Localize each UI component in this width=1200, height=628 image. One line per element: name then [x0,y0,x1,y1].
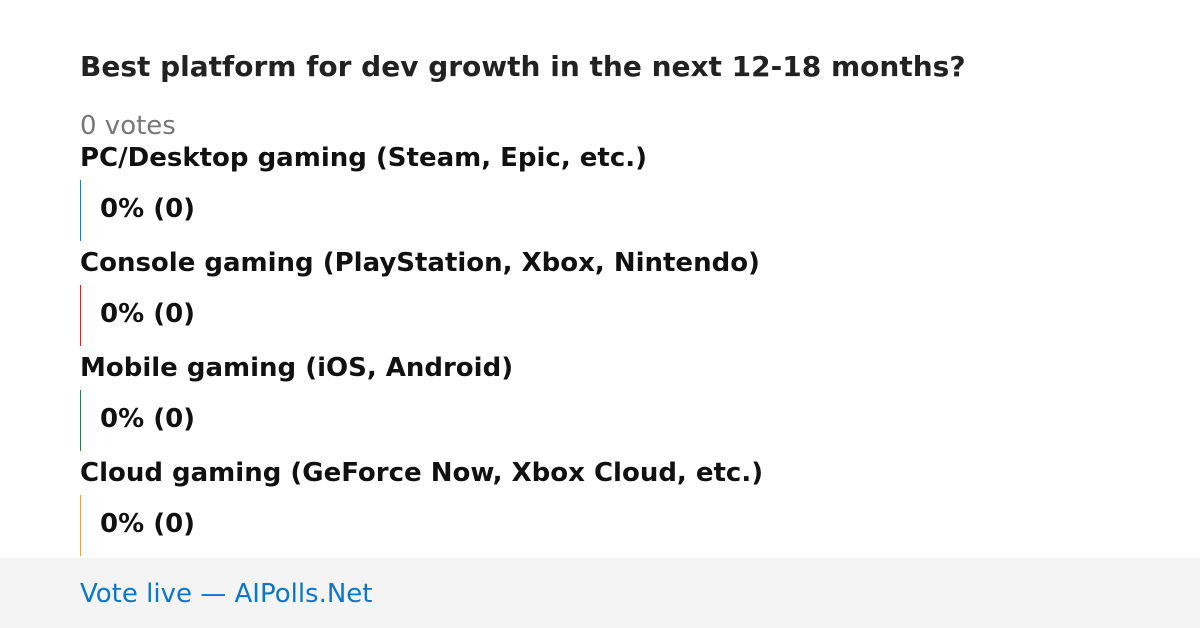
footer [0,558,1200,628]
result-bar [80,495,81,556]
option-label: Mobile gaming (iOS, Android) [80,353,514,383]
footer-link[interactable]: Vote live — AIPolls.Net [80,579,373,609]
option-label: Cloud gaming (GeForce Now, Xbox Cloud, e… [80,458,764,488]
result-label: 0% (0) [100,194,196,224]
poll-title: Best platform for dev growth in the next… [80,50,966,83]
result-label: 0% (0) [100,404,196,434]
result-bar [80,180,81,241]
result-label: 0% (0) [100,509,196,539]
result-bar [80,390,81,451]
vote-count: 0 votes [80,111,176,141]
option-label: Console gaming (PlayStation, Xbox, Ninte… [80,248,760,278]
result-bar [80,285,81,346]
result-label: 0% (0) [100,299,196,329]
option-label: PC/Desktop gaming (Steam, Epic, etc.) [80,143,647,173]
